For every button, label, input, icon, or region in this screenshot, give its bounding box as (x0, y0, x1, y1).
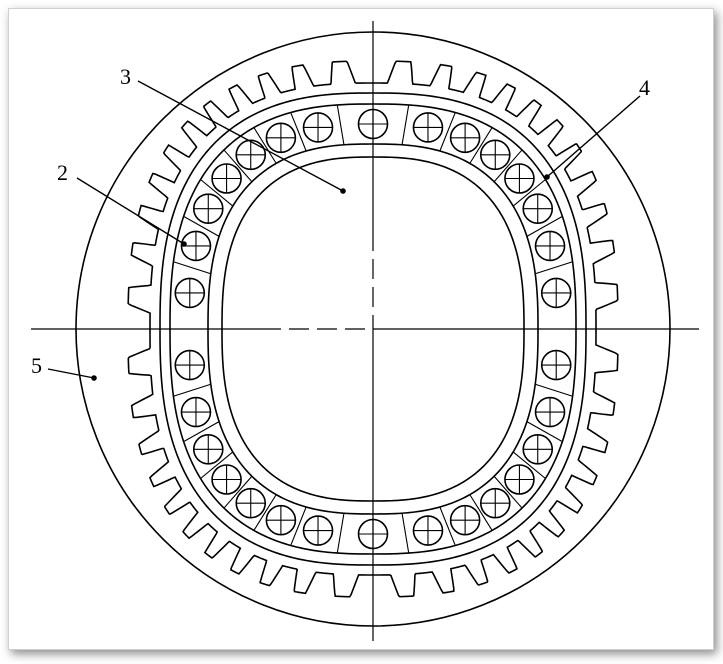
cage-separator (183, 215, 220, 237)
leader-line-2 (76, 177, 185, 245)
cage-separator (253, 494, 277, 531)
leader-dot-3 (340, 188, 346, 194)
part-label-5: 5 (31, 353, 42, 378)
leader-line-3 (137, 80, 344, 192)
cage-separator (493, 475, 523, 509)
leader-dot-4 (544, 174, 550, 180)
cage-separator (535, 383, 573, 397)
cage-separator (223, 475, 253, 509)
cage-separator (200, 179, 234, 207)
leader-line-4 (546, 95, 641, 178)
cage-separator (183, 421, 220, 443)
cage-separator (535, 261, 573, 275)
figure-frame: 2 3 4 5 (8, 8, 714, 650)
cage-separator (173, 261, 211, 275)
leader-dot-2 (181, 241, 187, 247)
cage-separator (526, 215, 563, 237)
leader-dot-5 (91, 375, 97, 381)
cage-separator (401, 513, 410, 554)
cage-separator (173, 383, 211, 397)
cage-separator (290, 112, 307, 152)
cage-separator (439, 112, 456, 152)
cage-separator (469, 127, 493, 164)
cage-separator (469, 494, 493, 531)
cage-separator (493, 149, 523, 183)
cage-separator (253, 127, 277, 164)
cage-separator (336, 104, 345, 145)
cage-separator (200, 451, 234, 479)
cage-separator (439, 506, 456, 546)
part-label-2: 2 (57, 160, 68, 185)
leader-line-5 (47, 368, 95, 379)
part-label-3: 3 (120, 64, 131, 89)
cage-separator (526, 421, 563, 443)
cage-separator (336, 513, 345, 554)
part-label-4: 4 (639, 75, 650, 100)
cage-separator (290, 506, 307, 546)
wave-generator-diagram: 2 3 4 5 (31, 21, 699, 641)
cage-separator (512, 179, 546, 207)
cage-separator (223, 149, 253, 183)
cage-separator (401, 104, 410, 145)
cage-separator (512, 451, 546, 479)
